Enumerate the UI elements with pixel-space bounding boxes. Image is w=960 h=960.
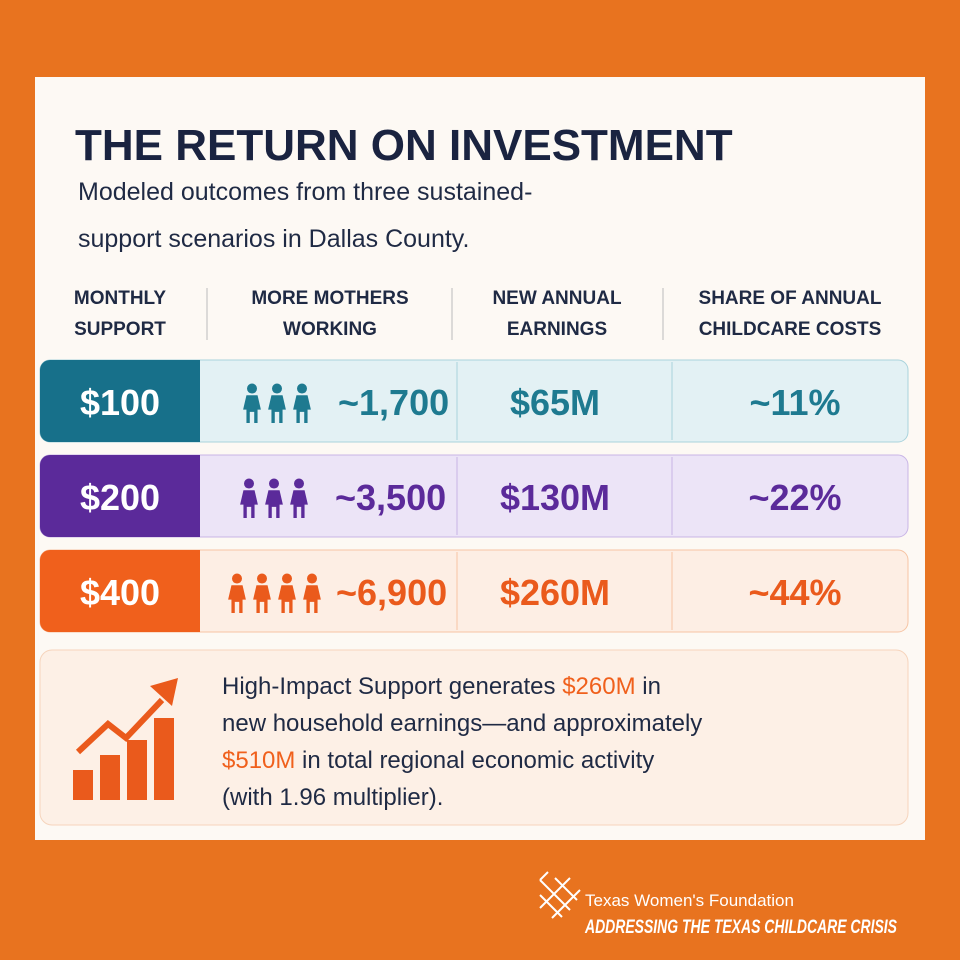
organization: Texas Women's Foundation <box>585 891 794 910</box>
cell: ~22% <box>748 477 841 518</box>
callout-highlight: $260M <box>562 673 635 700</box>
callout-line: new household earnings—and approximately <box>222 710 702 737</box>
logo <box>539 871 581 919</box>
row: $400 ~6,900 $260M ~44% <box>39 549 909 633</box>
callout: High-Impact Support generates $260M in n… <box>39 649 909 826</box>
callout-text: new household earnings—and approximately <box>222 710 702 737</box>
column-header: CHILDCARE COSTS <box>699 319 882 340</box>
cell: $260M <box>500 572 610 613</box>
cell: ~6,900 <box>336 572 447 613</box>
title: THE RETURN ON INVESTMENT <box>75 121 733 170</box>
cell: ~3,500 <box>335 477 446 518</box>
callout-text: in <box>636 673 661 700</box>
growth-icon <box>73 678 178 800</box>
cell: ~11% <box>749 382 840 423</box>
row-label-bg <box>40 550 200 632</box>
cell: ~1,700 <box>338 382 449 423</box>
column-header: SUPPORT <box>74 319 166 340</box>
callout-highlight: $510M <box>222 747 295 774</box>
row: $200 ~3,500 $130M ~22% <box>39 454 909 538</box>
callout-line: High-Impact Support generates $260M in <box>222 673 661 700</box>
subtitle: Modeled outcomes from three sustained- <box>78 178 532 206</box>
column-header: NEW ANNUAL <box>492 288 622 309</box>
callout-bg <box>39 649 909 826</box>
subtitle: support scenarios in Dallas County. <box>78 225 469 253</box>
callout-line: (with 1.96 multiplier). <box>222 784 443 811</box>
cell: $100 <box>80 382 160 423</box>
callout-text: in total regional economic activity <box>295 747 654 774</box>
footer: Texas Women's Foundation ADDRESSING THE … <box>539 871 897 938</box>
column-header: EARNINGS <box>507 319 607 340</box>
callout-text: High-Impact Support generates <box>222 673 562 700</box>
cell: $65M <box>510 382 600 423</box>
callout-line: $510M in total regional economic activit… <box>222 747 654 774</box>
row-label-bg <box>40 455 200 537</box>
column-header: MONTHLY <box>74 288 167 309</box>
column-headers: MONTHLY SUPPORT MORE MOTHERS WORKING NEW… <box>74 288 882 340</box>
column-header: MORE MOTHERS <box>251 288 408 309</box>
cell: ~44% <box>748 572 841 613</box>
cell: $200 <box>80 477 160 518</box>
column-header: WORKING <box>283 319 377 340</box>
cell: $400 <box>80 572 160 613</box>
row: $100 ~1,700 $65M ~11% <box>39 359 909 443</box>
column-header: SHARE OF ANNUAL <box>699 288 882 309</box>
callout-text: (with 1.96 multiplier). <box>222 784 443 811</box>
cell: $130M <box>500 477 610 518</box>
row-label-bg <box>40 360 200 442</box>
tagline: ADDRESSING THE TEXAS CHILDCARE CRISIS <box>584 917 897 938</box>
